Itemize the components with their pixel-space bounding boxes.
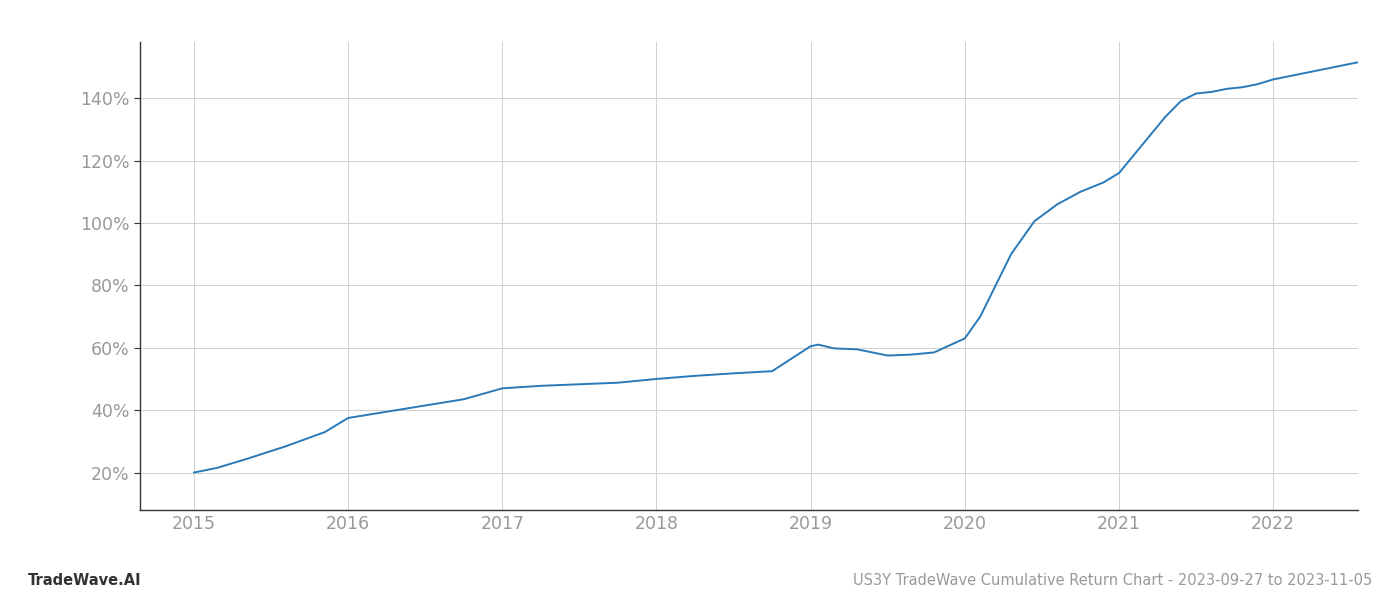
Text: TradeWave.AI: TradeWave.AI: [28, 573, 141, 588]
Text: US3Y TradeWave Cumulative Return Chart - 2023-09-27 to 2023-11-05: US3Y TradeWave Cumulative Return Chart -…: [853, 573, 1372, 588]
